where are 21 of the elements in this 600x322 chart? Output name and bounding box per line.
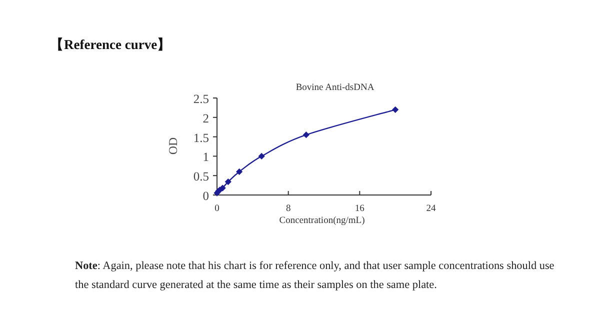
point	[236, 168, 243, 176]
x-tick-label: 8	[286, 204, 291, 214]
x-tick-label: 24	[426, 204, 436, 214]
y-tick-label: 1.5	[193, 130, 209, 145]
y-tick-label: 1	[202, 150, 209, 164]
text: Note: Again, please note that his chart is for reference only, and that user sample concentrations should use the standard curve generated at the same time as their samples on the same plate.	[75, 260, 554, 291]
point	[258, 152, 265, 160]
y-axis-title: OD	[166, 137, 180, 155]
point	[219, 184, 226, 192]
y-tick-label: 0.5	[193, 170, 209, 184]
x-axis-title: Concentration(ng/mL)	[279, 216, 365, 226]
point	[392, 106, 399, 113]
x-tick-label: 16	[354, 204, 365, 214]
y-tick-label: 2	[202, 111, 209, 126]
chart-title: Bovine Anti-dsDNA	[296, 83, 374, 93]
x-tick-label: 0	[214, 204, 220, 214]
y-tick-label: 2.5	[193, 92, 209, 106]
point	[302, 132, 310, 138]
y-tick-label: 0	[202, 189, 209, 203]
text: 【Reference curve】	[50, 37, 172, 52]
point	[224, 178, 232, 186]
